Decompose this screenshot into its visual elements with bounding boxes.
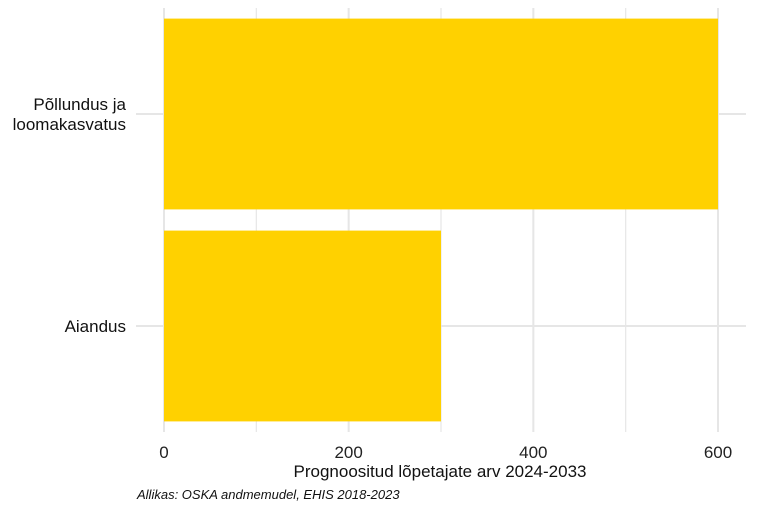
x-axis-ticks: 0 200 400 600 bbox=[159, 443, 732, 462]
x-tick-label: 400 bbox=[519, 443, 547, 462]
x-axis-title: Prognoositud lõpetajate arv 2024-2033 bbox=[294, 462, 587, 481]
source-note: Allikas: OSKA andmemudel, EHIS 2018-2023 bbox=[137, 487, 400, 502]
bar bbox=[164, 18, 718, 210]
x-tick-label: 200 bbox=[334, 443, 362, 462]
y-axis-category-labels: Põllundus ja loomakasvatus Aiandus bbox=[13, 95, 127, 336]
x-tick-label: 0 bbox=[159, 443, 168, 462]
category-label: Põllundus ja loomakasvatus bbox=[13, 95, 127, 134]
bar bbox=[164, 230, 441, 422]
category-label: Aiandus bbox=[65, 317, 126, 336]
x-tick-label: 600 bbox=[704, 443, 732, 462]
bars bbox=[164, 18, 718, 422]
